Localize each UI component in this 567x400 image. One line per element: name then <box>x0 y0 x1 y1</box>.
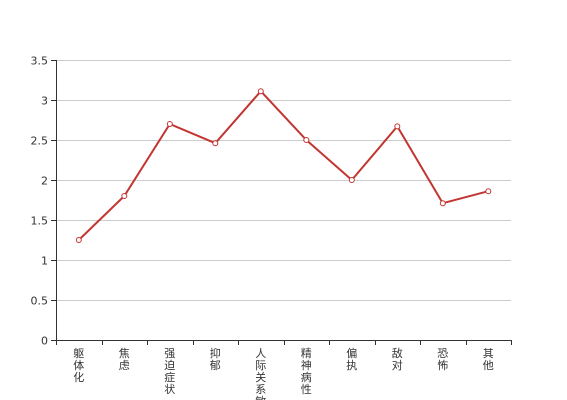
x-tick-labels: 躯体化 焦虑 强迫症状 抑郁 人际关系敏感 精神病性 偏执 敌对 恐怖 其他 <box>73 346 494 400</box>
x-tick-label: 人际关系敏感 <box>255 347 266 400</box>
x-tick-label: 偏执 <box>346 346 357 372</box>
grid-lines <box>56 60 511 301</box>
x-tick-label: 其他 <box>483 347 494 372</box>
y-tick-labels: 0 0.5 1 1.5 2 2.5 3 3.5 <box>31 55 49 348</box>
y-tick-label: 2.5 <box>31 135 49 148</box>
data-point[interactable] <box>303 137 310 143</box>
y-tick-label: 3 <box>41 95 48 108</box>
x-tick-label: 精神病性 <box>301 347 312 396</box>
data-point[interactable] <box>121 193 128 199</box>
data-point[interactable] <box>439 200 446 207</box>
x-tick-label: 敌对 <box>392 346 403 372</box>
data-point[interactable] <box>394 123 401 130</box>
data-point[interactable] <box>485 188 492 195</box>
x-tick-label: 抑郁 <box>210 346 221 372</box>
y-tick-label: 1.5 <box>31 215 49 228</box>
x-tick-label: 躯体化 <box>73 347 84 384</box>
series-line <box>78 90 489 241</box>
y-tick-label: 2 <box>41 175 48 188</box>
x-tick-label: 焦虑 <box>119 347 130 372</box>
axes <box>51 60 512 345</box>
y-tick-label: 1 <box>41 255 48 268</box>
y-tick-label: 0.5 <box>31 295 49 308</box>
y-tick-label: 3.5 <box>31 55 49 68</box>
data-point[interactable] <box>166 121 173 127</box>
x-tick-label: 强迫症状 <box>164 347 175 396</box>
data-point[interactable] <box>75 237 82 243</box>
y-tick-label: 0 <box>41 335 48 348</box>
data-point[interactable] <box>257 88 264 95</box>
series-layer <box>75 88 492 243</box>
data-point[interactable] <box>212 140 219 147</box>
x-tick-label: 恐怖 <box>437 347 448 372</box>
data-point[interactable] <box>348 177 355 183</box>
